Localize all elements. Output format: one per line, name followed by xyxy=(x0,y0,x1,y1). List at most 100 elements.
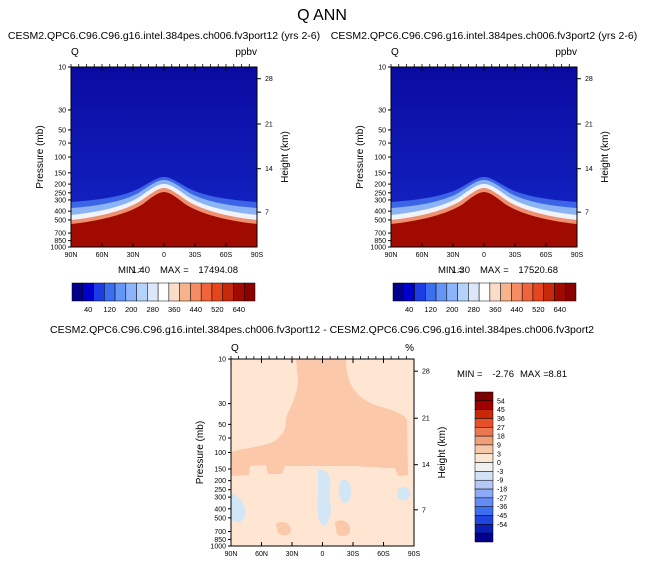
panel-right-y-tick-label: 300 xyxy=(374,197,386,204)
panel-right-y-tick-label: 850 xyxy=(374,238,386,245)
panel-right-colorbar-swatch xyxy=(446,282,458,302)
diff-colorbar-label: -45 xyxy=(497,513,507,520)
panel-left-colorbar-label: 360 xyxy=(168,305,181,314)
diff-y-right-tick-label: 14 xyxy=(422,462,430,469)
panel-right-x-tick-label: 90S xyxy=(571,252,584,259)
panel-right-colorbar-label: 40 xyxy=(405,305,413,314)
diff-var: Q xyxy=(231,343,239,354)
panel-left-y-right-tick-label: 14 xyxy=(265,166,273,173)
panel-right-units: ppbv xyxy=(555,47,577,58)
diff-title: CESM2.QPC6.C96.C96.g16.intel.384pes.ch00… xyxy=(50,324,594,336)
diff-colorbar-label: -54 xyxy=(497,522,507,529)
diff-colorbar-swatch xyxy=(474,497,494,507)
panel-left-y-tick-label: 300 xyxy=(54,197,66,204)
diff-neg-1 xyxy=(317,469,332,526)
panel-left-var: Q xyxy=(71,47,79,58)
diff-y-tick-label: 250 xyxy=(214,487,226,494)
diff-pos-6 xyxy=(276,522,291,536)
panel-left-max-value: 17494.08 xyxy=(198,265,238,276)
panel-left-y-tick-label: 400 xyxy=(54,209,66,216)
diff-colorbar-swatch xyxy=(474,409,494,419)
diff-y-right-tick-label: 21 xyxy=(422,416,430,423)
panel-left-ylabel-right: Height (km) xyxy=(280,131,291,183)
panel-left-colorbar-swatch xyxy=(147,282,159,302)
diff-y-tick-label: 70 xyxy=(218,436,226,443)
diff-min-value: -2.76 xyxy=(492,369,514,380)
panel-left-x-tick-label: 30S xyxy=(189,252,202,259)
diff-y-tick-label: 300 xyxy=(214,495,226,502)
panel-left-title: CESM2.QPC6.C96.C96.g16.intel.384pes.ch00… xyxy=(8,30,320,42)
panel-left-y-tick-label: 100 xyxy=(54,155,66,162)
panel-left-colorbar-swatch xyxy=(200,282,213,302)
diff-colorbar-swatch xyxy=(474,506,494,516)
panel-right-y-tick-label: 250 xyxy=(374,190,386,197)
panel-right-colorbar-swatch xyxy=(392,282,405,302)
diff-colorbar-label: -3 xyxy=(497,469,503,476)
panel-right-y-right-tick-label: 28 xyxy=(585,76,593,83)
panel-right-colorbar-swatch xyxy=(500,282,512,302)
panel-right-max-value: 17520.68 xyxy=(518,265,558,276)
panel-right-y-right-tick-label: 21 xyxy=(585,122,593,129)
diff-x-tick-label: 90S xyxy=(408,551,421,558)
diff-colorbar-swatch xyxy=(474,524,494,534)
panel-left-colorbar-swatch xyxy=(222,282,234,302)
panel-left-band-5 xyxy=(71,192,257,247)
panel-right-colorbar-swatch xyxy=(554,282,566,302)
panel-left-colorbar-swatch xyxy=(243,282,256,302)
panel-right-y-tick-label: 400 xyxy=(374,209,386,216)
panel-left-y-tick-label: 150 xyxy=(54,170,66,177)
diff-colorbar-label: 36 xyxy=(497,416,505,423)
panel-left-axes: 90N 60N 30N 0 30S 60S 90S 10 30 50 70 100 150 2002503… xyxy=(35,64,291,259)
panel-left-colorbar-swatch xyxy=(157,282,170,302)
diff-colorbar-label: 9 xyxy=(497,442,501,449)
panel-left-y-tick-label: 700 xyxy=(54,231,66,238)
panel-left-colorbar-swatch xyxy=(211,282,223,302)
panel-left-y-tick-label: 50 xyxy=(58,127,66,134)
diff-y-tick-label: 200 xyxy=(214,478,226,485)
panel-left-colorbar-swatch xyxy=(179,282,191,302)
diff-units: % xyxy=(405,343,414,354)
panel-right-x-tick-label: 60S xyxy=(540,252,553,259)
panel-right-y-tick-label: 700 xyxy=(374,231,386,238)
diff-axes: 90N 60N 30N 0 30S 60S 90S 10 30 50 70 100 150 200 2503… xyxy=(195,356,448,558)
panel-left-colorbar-swatch xyxy=(190,282,202,302)
panel-left-y-right-tick-label: 7 xyxy=(265,210,269,217)
diff-x-tick-label: 0 xyxy=(321,551,325,558)
panel-left-colorbar-label: 640 xyxy=(233,305,246,314)
page-title: Q ANN xyxy=(297,7,347,24)
diff-x-tick-label: 30S xyxy=(347,551,360,558)
panel-left-y-tick-label: 500 xyxy=(54,217,66,224)
diff-x-tick-label: 30N xyxy=(286,551,299,558)
panel-right-y-tick-label: 50 xyxy=(378,127,386,134)
panel-right-x-tick-label: 30S xyxy=(509,252,522,259)
panel-left-colorbar-label: 120 xyxy=(103,305,116,314)
panel-right-axes: 90N 60N 30N 0 30S 60S 90S 10 30 50 70 100 150 2002503… xyxy=(355,64,611,259)
diff-colorbar-label: 45 xyxy=(497,407,505,414)
diff-x-tick-label: 90N xyxy=(225,551,238,558)
panel-right-colorbar-swatch xyxy=(435,282,448,302)
panel-left-max-label: MAX = xyxy=(160,265,189,276)
panel-right-colorbar-swatch xyxy=(532,282,544,302)
panel-left-x-tick-label: 90N xyxy=(65,252,78,259)
panel-right-field xyxy=(391,67,577,247)
panel-left-field xyxy=(71,67,257,247)
panel-right-colorbar-swatch xyxy=(457,282,469,302)
panel-right-colorbar-label: 120 xyxy=(424,305,437,314)
diff-colorbar-label: -36 xyxy=(497,504,507,511)
panel-left-min-value: 1.40 xyxy=(132,265,151,276)
diff-colorbar-swatch xyxy=(474,453,494,463)
diff-y-tick-label: 400 xyxy=(214,506,226,513)
panel-right-colorbar-swatch xyxy=(414,282,426,302)
diff-colorbar-swatch xyxy=(474,435,494,446)
diff-neg-3 xyxy=(231,494,246,522)
panel-right-colorbar-label: 520 xyxy=(532,305,545,314)
panel-right-colorbar-label: 360 xyxy=(489,305,502,314)
panel-left-ylabel: Pressure (mb) xyxy=(35,125,46,188)
panel-right-y-right-tick-label: 14 xyxy=(585,166,593,173)
diff-colorbar-label: -18 xyxy=(497,487,507,494)
diff-y-tick-label: 700 xyxy=(214,529,226,536)
panel-right-colorbar-swatch xyxy=(543,282,555,302)
panel-left-colorbar-swatch xyxy=(168,282,180,302)
diff-colorbar-label: 54 xyxy=(497,398,505,405)
